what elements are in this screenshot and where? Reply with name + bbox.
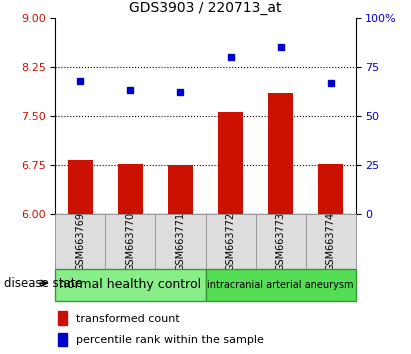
Bar xyxy=(55,214,106,269)
Text: transformed count: transformed count xyxy=(76,314,180,324)
Bar xyxy=(318,164,343,214)
Bar xyxy=(218,112,243,214)
Text: GSM663774: GSM663774 xyxy=(326,212,335,271)
Bar xyxy=(206,214,256,269)
Bar xyxy=(305,214,356,269)
Text: intracranial arterial aneurysm: intracranial arterial aneurysm xyxy=(207,280,354,290)
Text: GSM663772: GSM663772 xyxy=(226,212,236,271)
Bar xyxy=(58,333,67,346)
Bar xyxy=(58,312,67,325)
Text: percentile rank within the sample: percentile rank within the sample xyxy=(76,335,264,345)
Text: GSM663770: GSM663770 xyxy=(125,212,136,271)
Bar xyxy=(118,164,143,214)
Bar xyxy=(268,93,293,214)
Text: GSM663773: GSM663773 xyxy=(275,212,286,271)
Bar xyxy=(256,214,305,269)
Text: normal healthy control: normal healthy control xyxy=(60,279,201,291)
Bar xyxy=(206,269,356,301)
Text: GSM663769: GSM663769 xyxy=(76,212,85,271)
Text: GSM663771: GSM663771 xyxy=(175,212,185,271)
Title: GDS3903 / 220713_at: GDS3903 / 220713_at xyxy=(129,1,282,15)
Bar xyxy=(55,269,206,301)
Bar xyxy=(68,160,93,214)
Text: disease state: disease state xyxy=(4,277,83,290)
Bar xyxy=(155,214,206,269)
Bar xyxy=(168,165,193,214)
Bar xyxy=(106,214,155,269)
